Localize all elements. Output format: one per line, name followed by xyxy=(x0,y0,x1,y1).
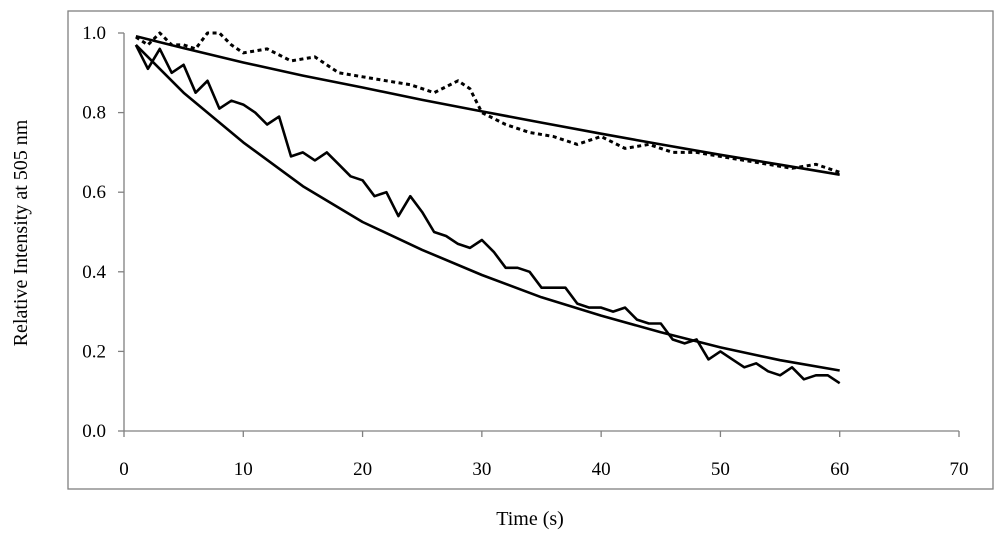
y-tick-label: 1.0 xyxy=(82,23,106,44)
y-axis-ticks: 0.0 0.2 0.4 0.6 0.8 1.0 xyxy=(82,23,124,442)
axes xyxy=(123,33,959,432)
x-axis-label: Time (s) xyxy=(496,508,564,530)
y-tick-label: 0.4 xyxy=(82,262,106,283)
x-tick-label: 10 xyxy=(234,459,253,480)
y-tick-label: 0.2 xyxy=(82,341,106,362)
x-tick-label: 20 xyxy=(353,459,372,480)
x-tick-label: 0 xyxy=(119,459,129,480)
chart-frame xyxy=(67,10,994,490)
y-tick-label: 0.6 xyxy=(82,182,106,203)
x-tick-label: 60 xyxy=(830,459,849,480)
x-tick-label: 30 xyxy=(472,459,491,480)
series-line-4 xyxy=(134,43,840,372)
x-tick-label: 40 xyxy=(592,459,611,480)
x-tick-label: 70 xyxy=(950,459,969,480)
y-tick-label: 0.0 xyxy=(82,421,106,442)
series-layer xyxy=(134,31,841,385)
y-tick-label: 0.8 xyxy=(82,103,106,124)
series-line-3 xyxy=(134,44,841,385)
x-tick-label: 50 xyxy=(711,459,730,480)
y-axis-label: Relative Intensity at 505 nm xyxy=(10,119,32,346)
series-line-2 xyxy=(135,34,840,176)
x-axis-ticks: 0 10 20 30 40 50 60 70 xyxy=(119,431,969,480)
